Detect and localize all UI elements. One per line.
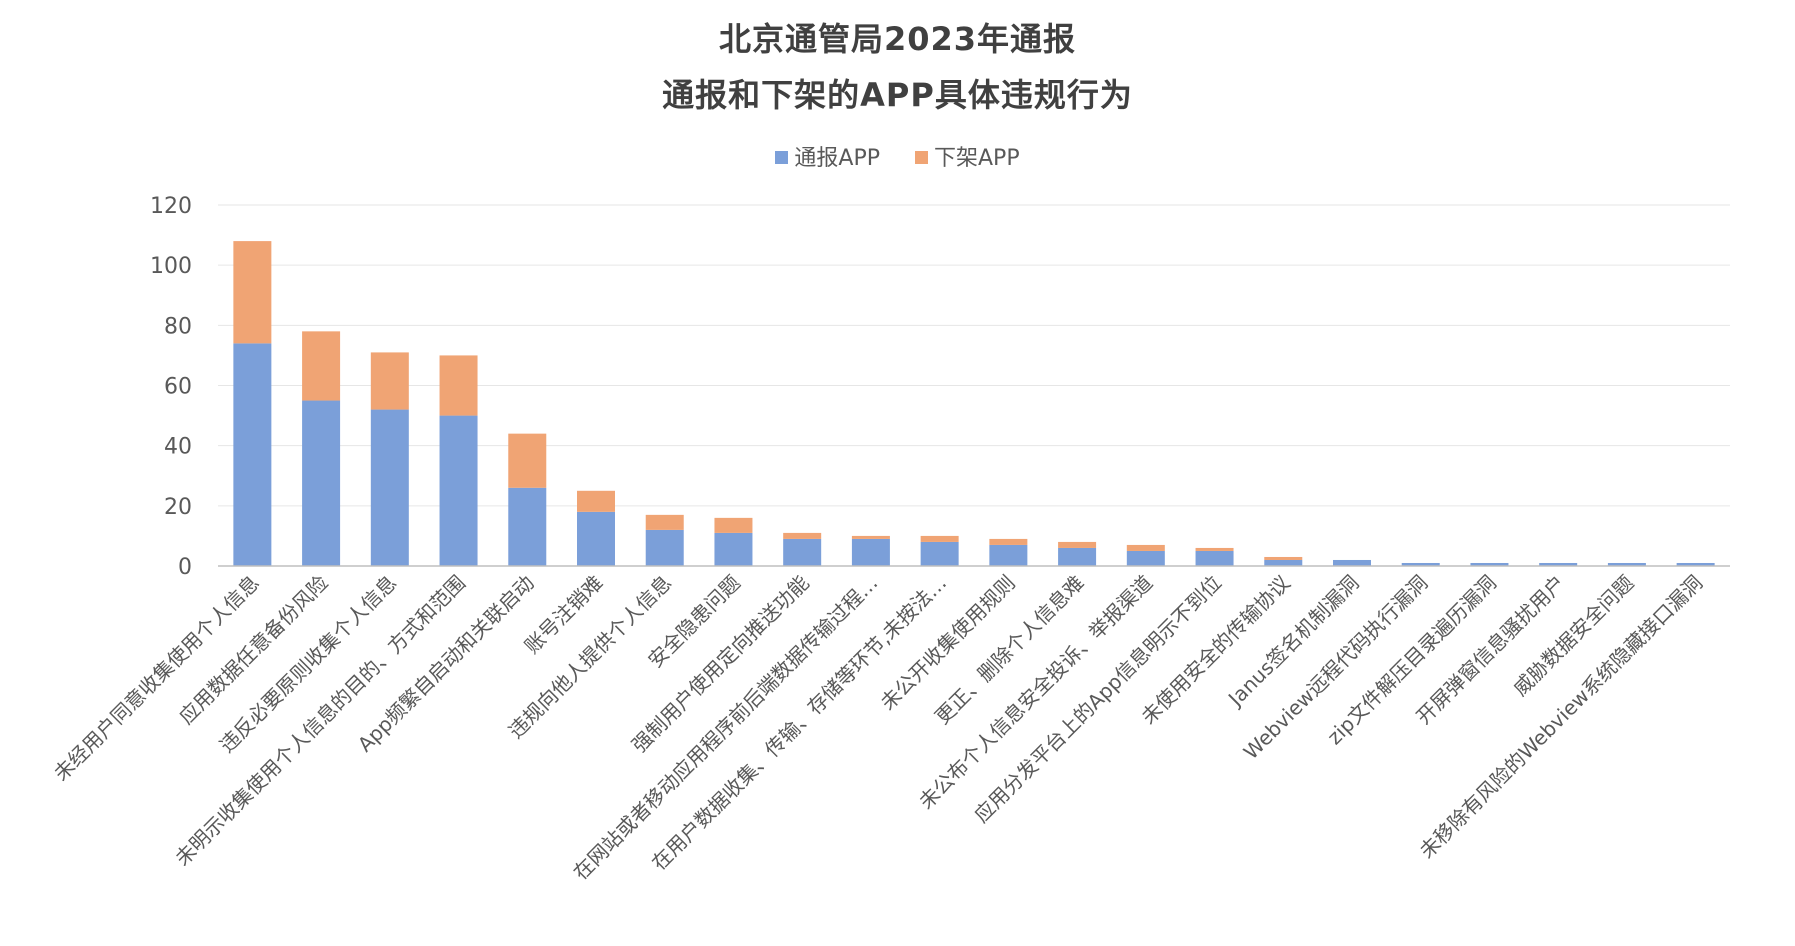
bar-removed[interactable] bbox=[370, 352, 409, 410]
legend-label-removed: 下架APP bbox=[934, 146, 1020, 171]
bar-removed[interactable] bbox=[439, 355, 478, 416]
bar-removed[interactable] bbox=[1264, 556, 1303, 560]
x-category-label: 应用分发平台上的App信息明示不到位 bbox=[969, 571, 1226, 828]
bar-reported[interactable] bbox=[920, 541, 959, 566]
bar-reported[interactable] bbox=[1676, 562, 1715, 566]
bar-reported[interactable] bbox=[1333, 559, 1371, 566]
bar-reported[interactable] bbox=[1470, 562, 1509, 566]
bar-reported[interactable] bbox=[1058, 547, 1097, 566]
bar-removed[interactable] bbox=[989, 538, 1028, 545]
bar-reported[interactable] bbox=[508, 487, 547, 566]
bar-removed[interactable] bbox=[714, 517, 753, 533]
y-tick-label: 0 bbox=[178, 555, 192, 580]
bar-reported[interactable] bbox=[370, 409, 409, 566]
bar-removed[interactable] bbox=[233, 241, 272, 344]
bar-removed[interactable] bbox=[1058, 541, 1097, 548]
legend-swatch-reported bbox=[775, 151, 789, 164]
x-category-label: 威胁数据安全问题 bbox=[1508, 571, 1638, 701]
y-tick-label: 60 bbox=[164, 375, 192, 400]
bar-reported[interactable] bbox=[233, 343, 272, 566]
y-tick-label: 120 bbox=[150, 194, 192, 219]
bar-removed[interactable] bbox=[783, 532, 822, 539]
chart-subtitle: 通报和下架的APP具体违规行为 bbox=[662, 76, 1133, 114]
bar-reported[interactable] bbox=[714, 532, 753, 566]
bar-removed[interactable] bbox=[1126, 544, 1165, 551]
bar-reported[interactable] bbox=[645, 529, 684, 566]
bar-removed[interactable] bbox=[1195, 547, 1234, 551]
y-tick-label: 20 bbox=[164, 495, 192, 520]
chart-title: 北京通管局2023年通报 bbox=[718, 20, 1077, 58]
bar-reported[interactable] bbox=[1195, 550, 1234, 566]
legend-label-reported: 通报APP bbox=[794, 146, 880, 171]
bar-reported[interactable] bbox=[989, 544, 1028, 566]
bar-reported[interactable] bbox=[851, 538, 890, 566]
bar-reported[interactable] bbox=[1607, 562, 1646, 566]
bar-reported[interactable] bbox=[302, 400, 341, 566]
y-tick-label: 40 bbox=[164, 435, 192, 460]
y-tick-label: 80 bbox=[164, 314, 192, 339]
bar-removed[interactable] bbox=[508, 433, 547, 488]
bar-reported[interactable] bbox=[1401, 562, 1440, 566]
bar-reported[interactable] bbox=[577, 511, 615, 566]
bar-removed[interactable] bbox=[920, 535, 959, 542]
legend-item-removed[interactable]: 下架APP bbox=[915, 140, 1020, 172]
bar-reported[interactable] bbox=[1126, 550, 1165, 566]
bar-reported[interactable] bbox=[1539, 562, 1578, 566]
chart-legend: 通报APP 下架APP bbox=[0, 140, 1795, 172]
y-tick-label: 100 bbox=[150, 254, 192, 279]
bar-reported[interactable] bbox=[783, 538, 822, 566]
bar-reported[interactable] bbox=[439, 415, 478, 566]
bar-removed[interactable] bbox=[851, 535, 890, 539]
bar-removed[interactable] bbox=[645, 514, 684, 530]
legend-swatch-removed bbox=[915, 151, 928, 164]
x-category-label: Janus签名机制漏洞 bbox=[1222, 571, 1363, 712]
legend-item-reported[interactable]: 通报APP bbox=[775, 140, 880, 172]
bar-removed[interactable] bbox=[577, 490, 615, 512]
bar-reported[interactable] bbox=[1264, 559, 1303, 566]
bar-removed[interactable] bbox=[302, 331, 341, 401]
